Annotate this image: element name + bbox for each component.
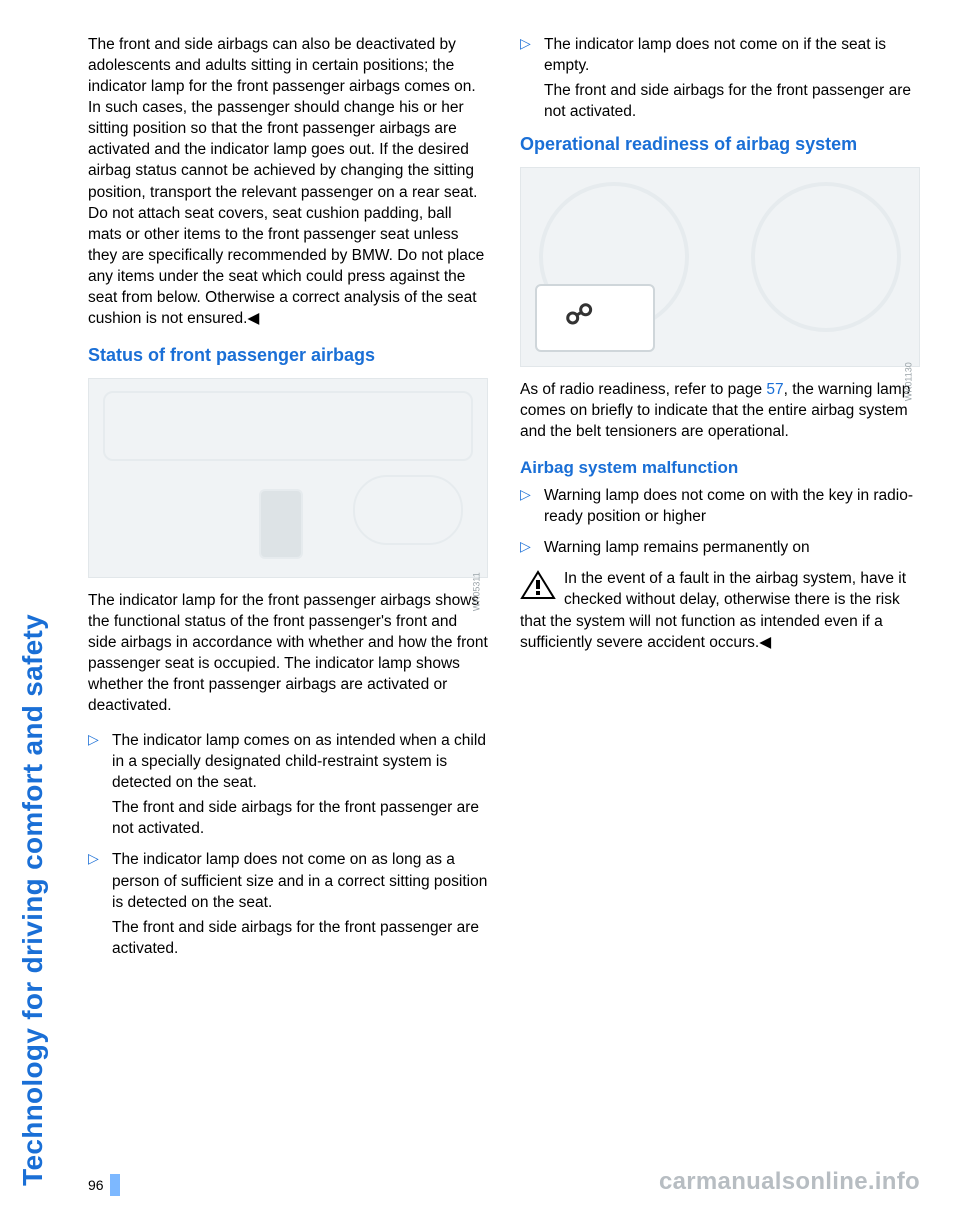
page-ref-link[interactable]: 57	[766, 381, 783, 398]
left-column: The front and side airbags can also be d…	[88, 34, 488, 969]
readiness-text-1: As of radio readiness, refer to page	[520, 381, 766, 398]
page-number: 96	[88, 1174, 120, 1196]
site-watermark: carmanualsonline.info	[659, 1168, 920, 1196]
list-item: The indicator lamp does not come on as l…	[88, 849, 488, 958]
warning-text: In the event of a fault in the airbag sy…	[520, 570, 906, 650]
page-number-value: 96	[88, 1177, 104, 1193]
page: Technology for driving comfort and safet…	[0, 0, 960, 1220]
indicator-lamp-paragraph: The indicator lamp for the front passeng…	[88, 590, 488, 716]
list-item: Warning lamp does not come on with the k…	[520, 485, 920, 527]
left-bullet-list: The indicator lamp comes on as intended …	[88, 730, 488, 959]
warning-triangle-icon	[520, 570, 556, 600]
section-tab: Technology for driving comfort and safet…	[18, 614, 49, 1186]
content-columns: The front and side airbags can also be d…	[88, 34, 920, 969]
heading-operational-readiness: Operational readiness of airbag system	[520, 132, 920, 156]
malfunction-list: Warning lamp does not come on with the k…	[520, 485, 920, 558]
warning-block: In the event of a fault in the airbag sy…	[520, 568, 920, 652]
overhead-console-illustration: WK05311	[88, 378, 488, 578]
right-column: The indicator lamp does not come on if t…	[520, 34, 920, 969]
intro-paragraph: The front and side airbags can also be d…	[88, 34, 488, 329]
instrument-cluster-illustration: ☍ WK01130	[520, 167, 920, 367]
right-bullet-list-top: The indicator lamp does not come on if t…	[520, 34, 920, 122]
list-item-sub: The front and side airbags for the front…	[112, 797, 488, 839]
list-item: The indicator lamp does not come on if t…	[520, 34, 920, 122]
footer: 96 carmanualsonline.info	[88, 1168, 920, 1196]
page-accent-bar	[110, 1174, 120, 1196]
list-item-text: Warning lamp does not come on with the k…	[544, 487, 913, 525]
heading-airbag-malfunction: Airbag system malfunction	[520, 456, 920, 479]
list-item-text: The indicator lamp comes on as intended …	[112, 732, 486, 791]
readiness-paragraph: As of radio readiness, refer to page 57,…	[520, 379, 920, 442]
list-item: The indicator lamp comes on as intended …	[88, 730, 488, 839]
heading-status-airbags: Status of front passenger airbags	[88, 343, 488, 367]
list-item-sub: The front and side airbags for the front…	[112, 917, 488, 959]
list-item-text: The indicator lamp does not come on as l…	[112, 851, 487, 910]
list-item: Warning lamp remains permanently on	[520, 537, 920, 558]
list-item-text: The indicator lamp does not come on if t…	[544, 36, 886, 74]
list-item-sub: The front and side airbags for the front…	[544, 80, 920, 122]
list-item-text: Warning lamp remains permanently on	[544, 539, 810, 556]
